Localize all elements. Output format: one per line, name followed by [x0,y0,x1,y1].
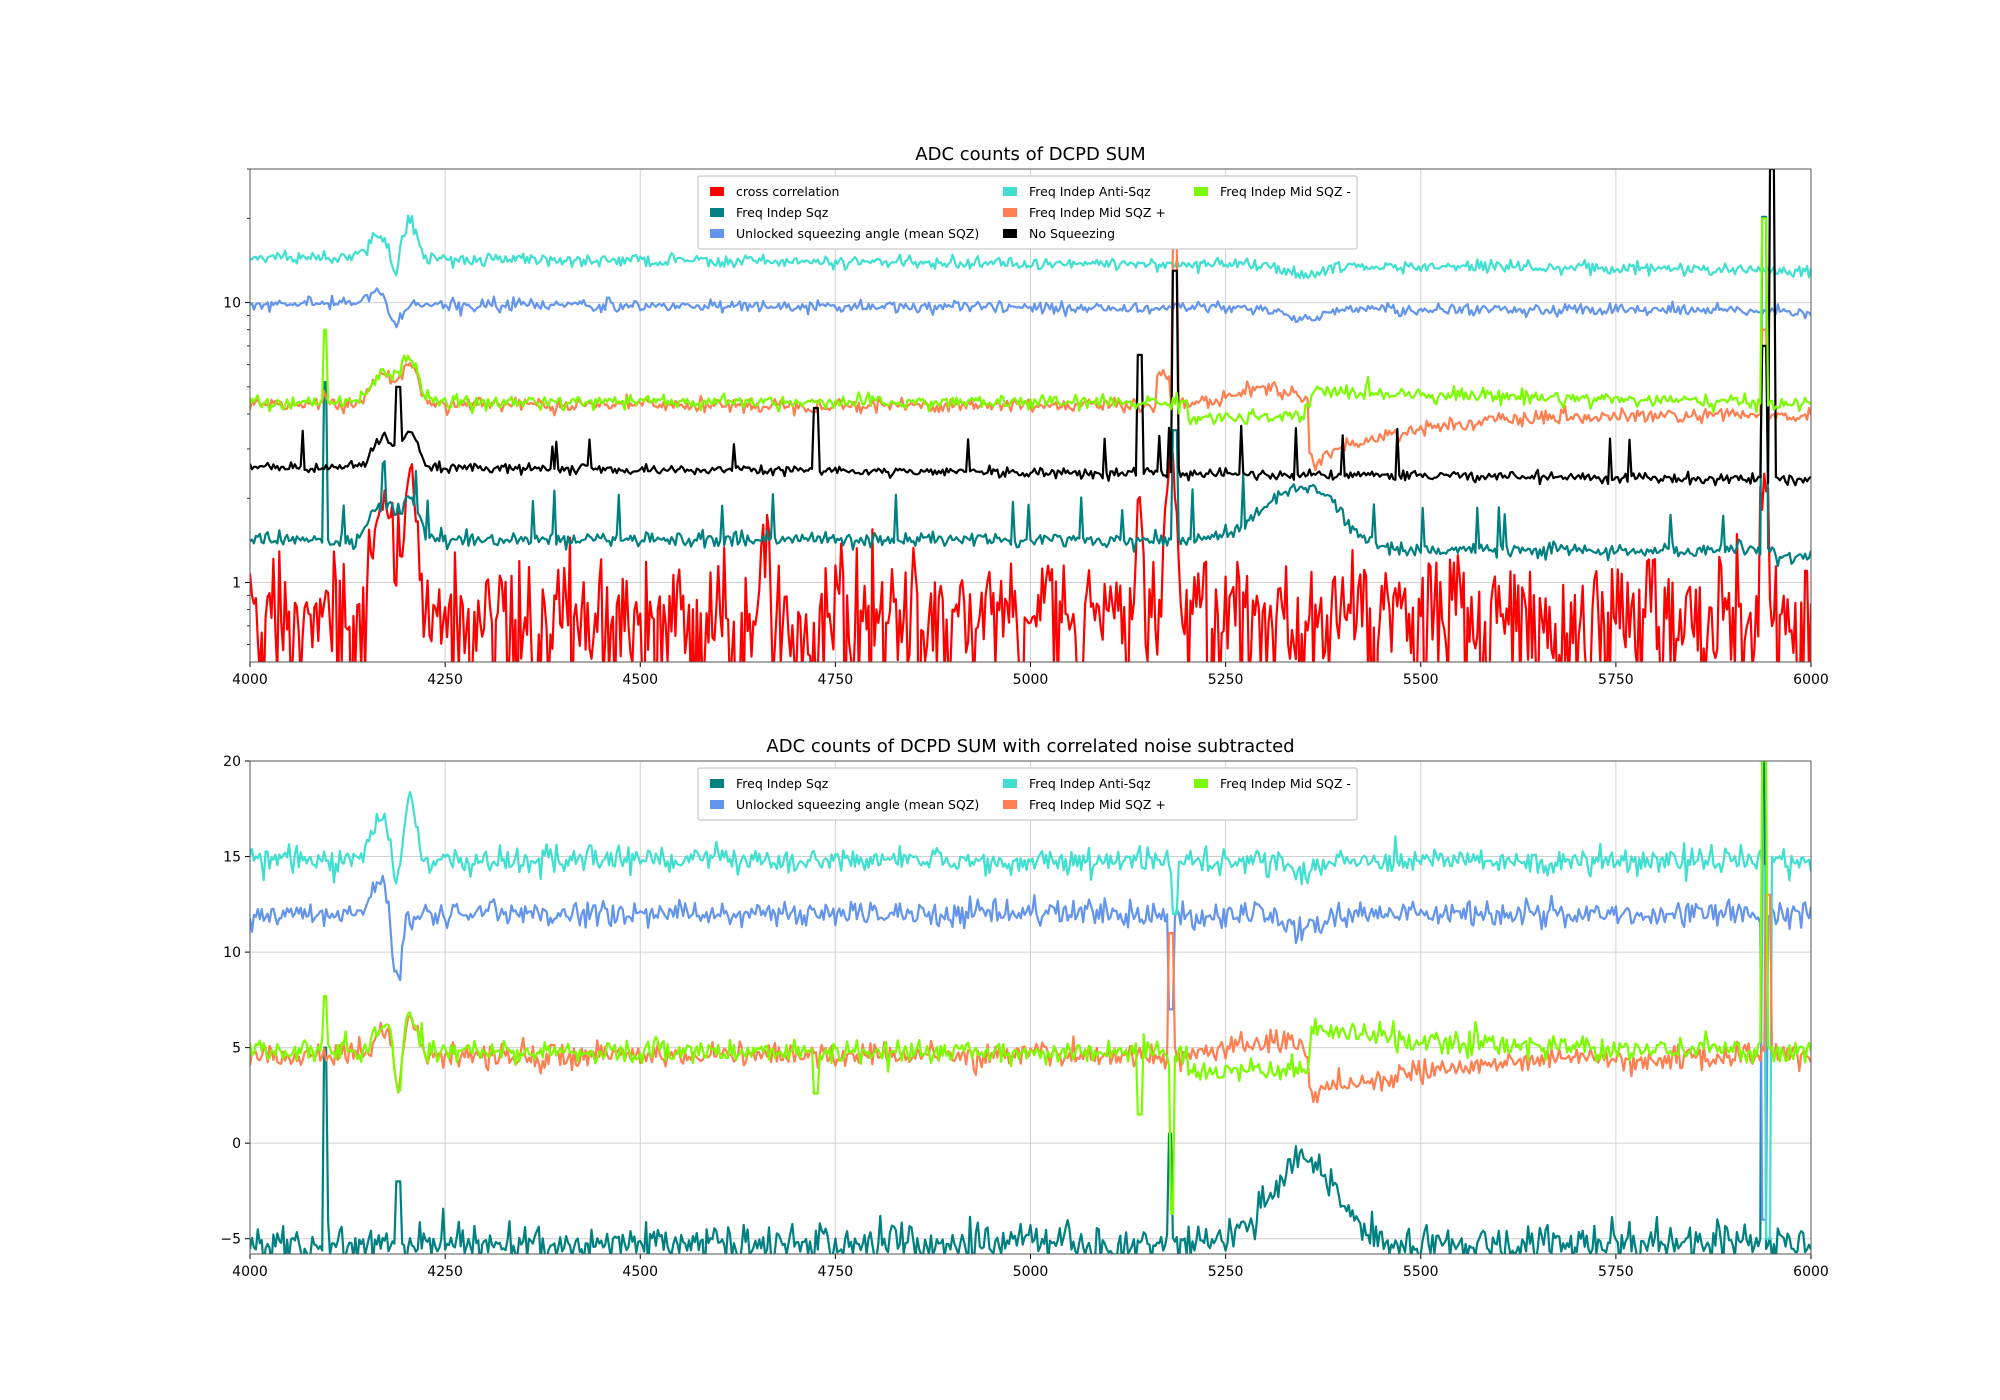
legend-label: Freq Indep Sqz [736,776,829,791]
series-line-freq-indep-sqz [250,215,1811,568]
axes-frame [249,760,1812,1255]
chart-title: ADC counts of DCPD SUM with correlated n… [766,736,1294,757]
legend-swatch [1194,187,1208,196]
x-tick-label: 4750 [818,1264,854,1280]
legend-swatch [710,187,724,196]
x-tick-label: 5750 [1598,672,1634,688]
legend-swatch [1194,779,1208,788]
series-line-freq-indep-mid-sqz [250,244,1811,472]
x-tick-label: 5000 [1013,1264,1049,1280]
legend-label: Unlocked squeezing angle (mean SQZ) [736,797,979,812]
chart-panel-1: 4000 4250 4500 4750 5000 5250 5500 5750 6000 1 10 A… [223,144,1829,688]
series-line-freq-indep-anti-sqz [250,790,1811,1240]
x-tick-label: 4000 [232,672,268,688]
x-tick-label: 6000 [1793,672,1829,688]
x-tick-label: 4750 [818,672,854,688]
y-tick-label: 5 [232,1041,241,1057]
legend-label: cross correlation [736,184,839,199]
y-tick-label: −5 [220,1232,241,1248]
x-tick-label: 6000 [1793,1264,1829,1280]
series-line-freq-indep-mid-sqz [250,761,1811,1215]
y-tick-label: 15 [223,850,241,866]
x-tick-label: 5000 [1013,672,1049,688]
y-tick-label: 20 [223,754,241,770]
legend-box [697,767,1358,821]
chart-panel-2: 4000 4250 4500 4750 5000 5250 5500 5750 6000 −5 0 5… [220,736,1828,1280]
y-tick-label: 1 [232,575,241,591]
legend-box [697,175,1358,250]
legend: cross correlation Freq Indep Sqz Unlocked … [697,175,1358,250]
series-line-freq-indep-mid-sqz [250,893,1811,1104]
legend-label: Unlocked squeezing angle (mean SQZ) [736,226,979,241]
y-tick-label: 0 [232,1136,241,1152]
series-line-freq-indep-anti-sqz [250,214,1811,280]
x-tick-label: 4250 [427,672,463,688]
series-line-no-squeezing [250,169,1811,487]
legend-swatch [1003,229,1017,238]
series-group [250,169,1811,662]
x-tick-label: 5500 [1403,672,1439,688]
series-line-unlocked-squeezing-angle-mean-sqz [250,287,1811,329]
legend-label: Freq Indep Mid SQZ + [1029,205,1166,220]
legend-label: Freq Indep Anti-Sqz [1029,776,1151,791]
legend-swatch [1003,779,1017,788]
x-tick-label: 4250 [427,1264,463,1280]
series-group [250,761,1811,1254]
legend-swatch [710,229,724,238]
legend-swatch [1003,800,1017,809]
x-tick-label: 5750 [1598,1264,1634,1280]
x-tick-label: 5500 [1403,1264,1439,1280]
legend-label: Freq Indep Mid SQZ + [1029,797,1166,812]
y-tick-label: 10 [223,296,241,312]
legend-swatch [1003,187,1017,196]
x-tick-label: 4000 [232,1264,268,1280]
x-tick-label: 4500 [622,1264,658,1280]
legend-label: No Squeezing [1029,226,1115,241]
legend: Freq Indep Sqz Unlocked squeezing angle (… [697,767,1358,821]
legend-swatch [710,800,724,809]
legend-swatch [710,779,724,788]
chart-title: ADC counts of DCPD SUM [915,144,1145,165]
x-tick-label: 5250 [1208,672,1244,688]
legend-swatch [710,208,724,217]
series-line-unlocked-squeezing-angle-mean-sqz [250,874,1811,1221]
x-tick-label: 4500 [622,672,658,688]
legend-label: Freq Indep Mid SQZ - [1220,184,1351,199]
legend-swatch [1003,208,1017,217]
y-tick-label: 10 [223,945,241,961]
series-line-cross-correlation [250,449,1811,662]
axes-frame [249,168,1812,663]
legend-label: Freq Indep Anti-Sqz [1029,184,1151,199]
series-line-freq-indep-mid-sqz [250,217,1811,426]
legend-label: Freq Indep Sqz [736,205,829,220]
series-line-freq-indep-sqz [250,761,1811,1254]
legend-label: Freq Indep Mid SQZ - [1220,776,1351,791]
x-tick-label: 5250 [1208,1264,1244,1280]
